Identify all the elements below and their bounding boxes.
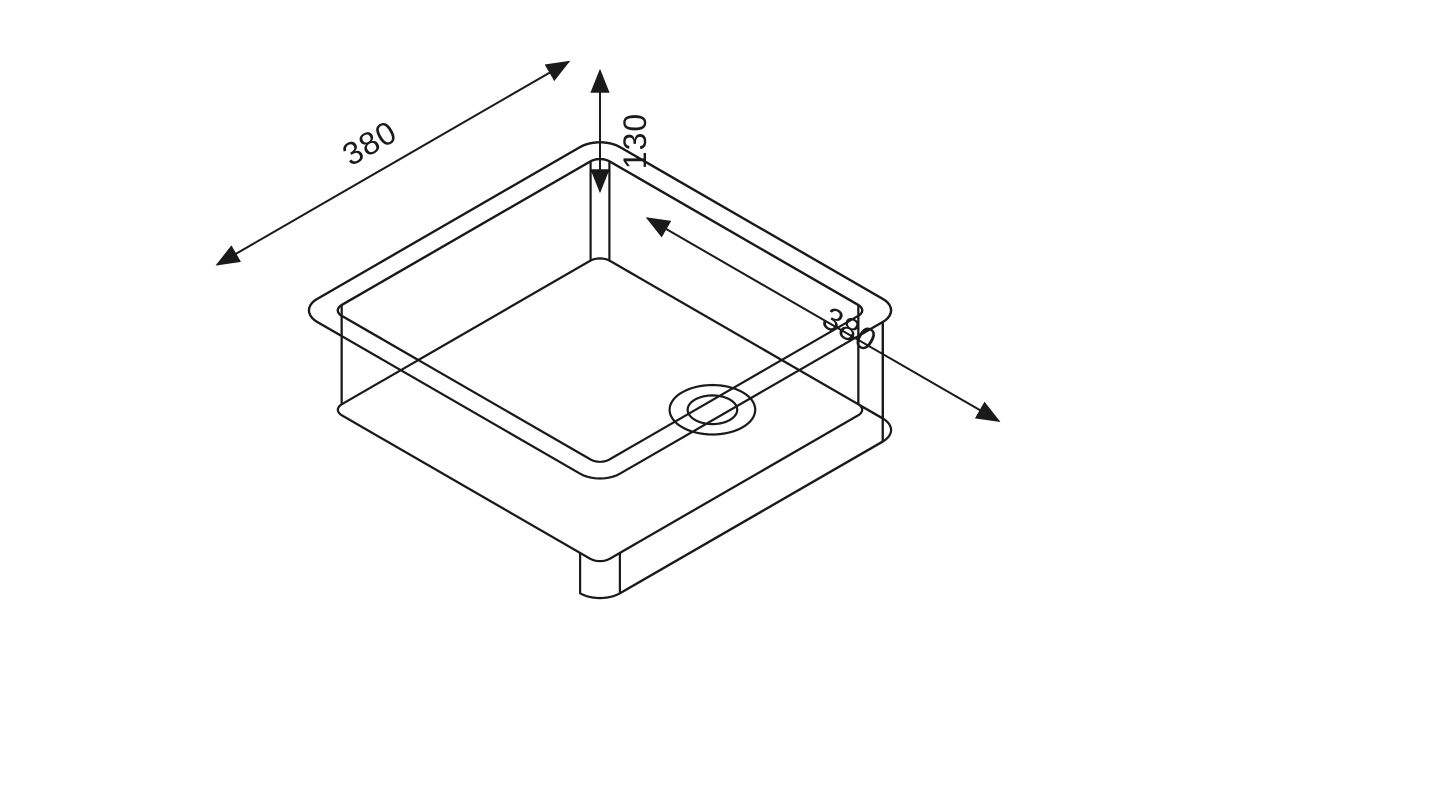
basin-shape [309, 142, 891, 598]
height-label: 130 [617, 113, 653, 169]
technical-drawing: 380 130 380 [0, 0, 1440, 810]
